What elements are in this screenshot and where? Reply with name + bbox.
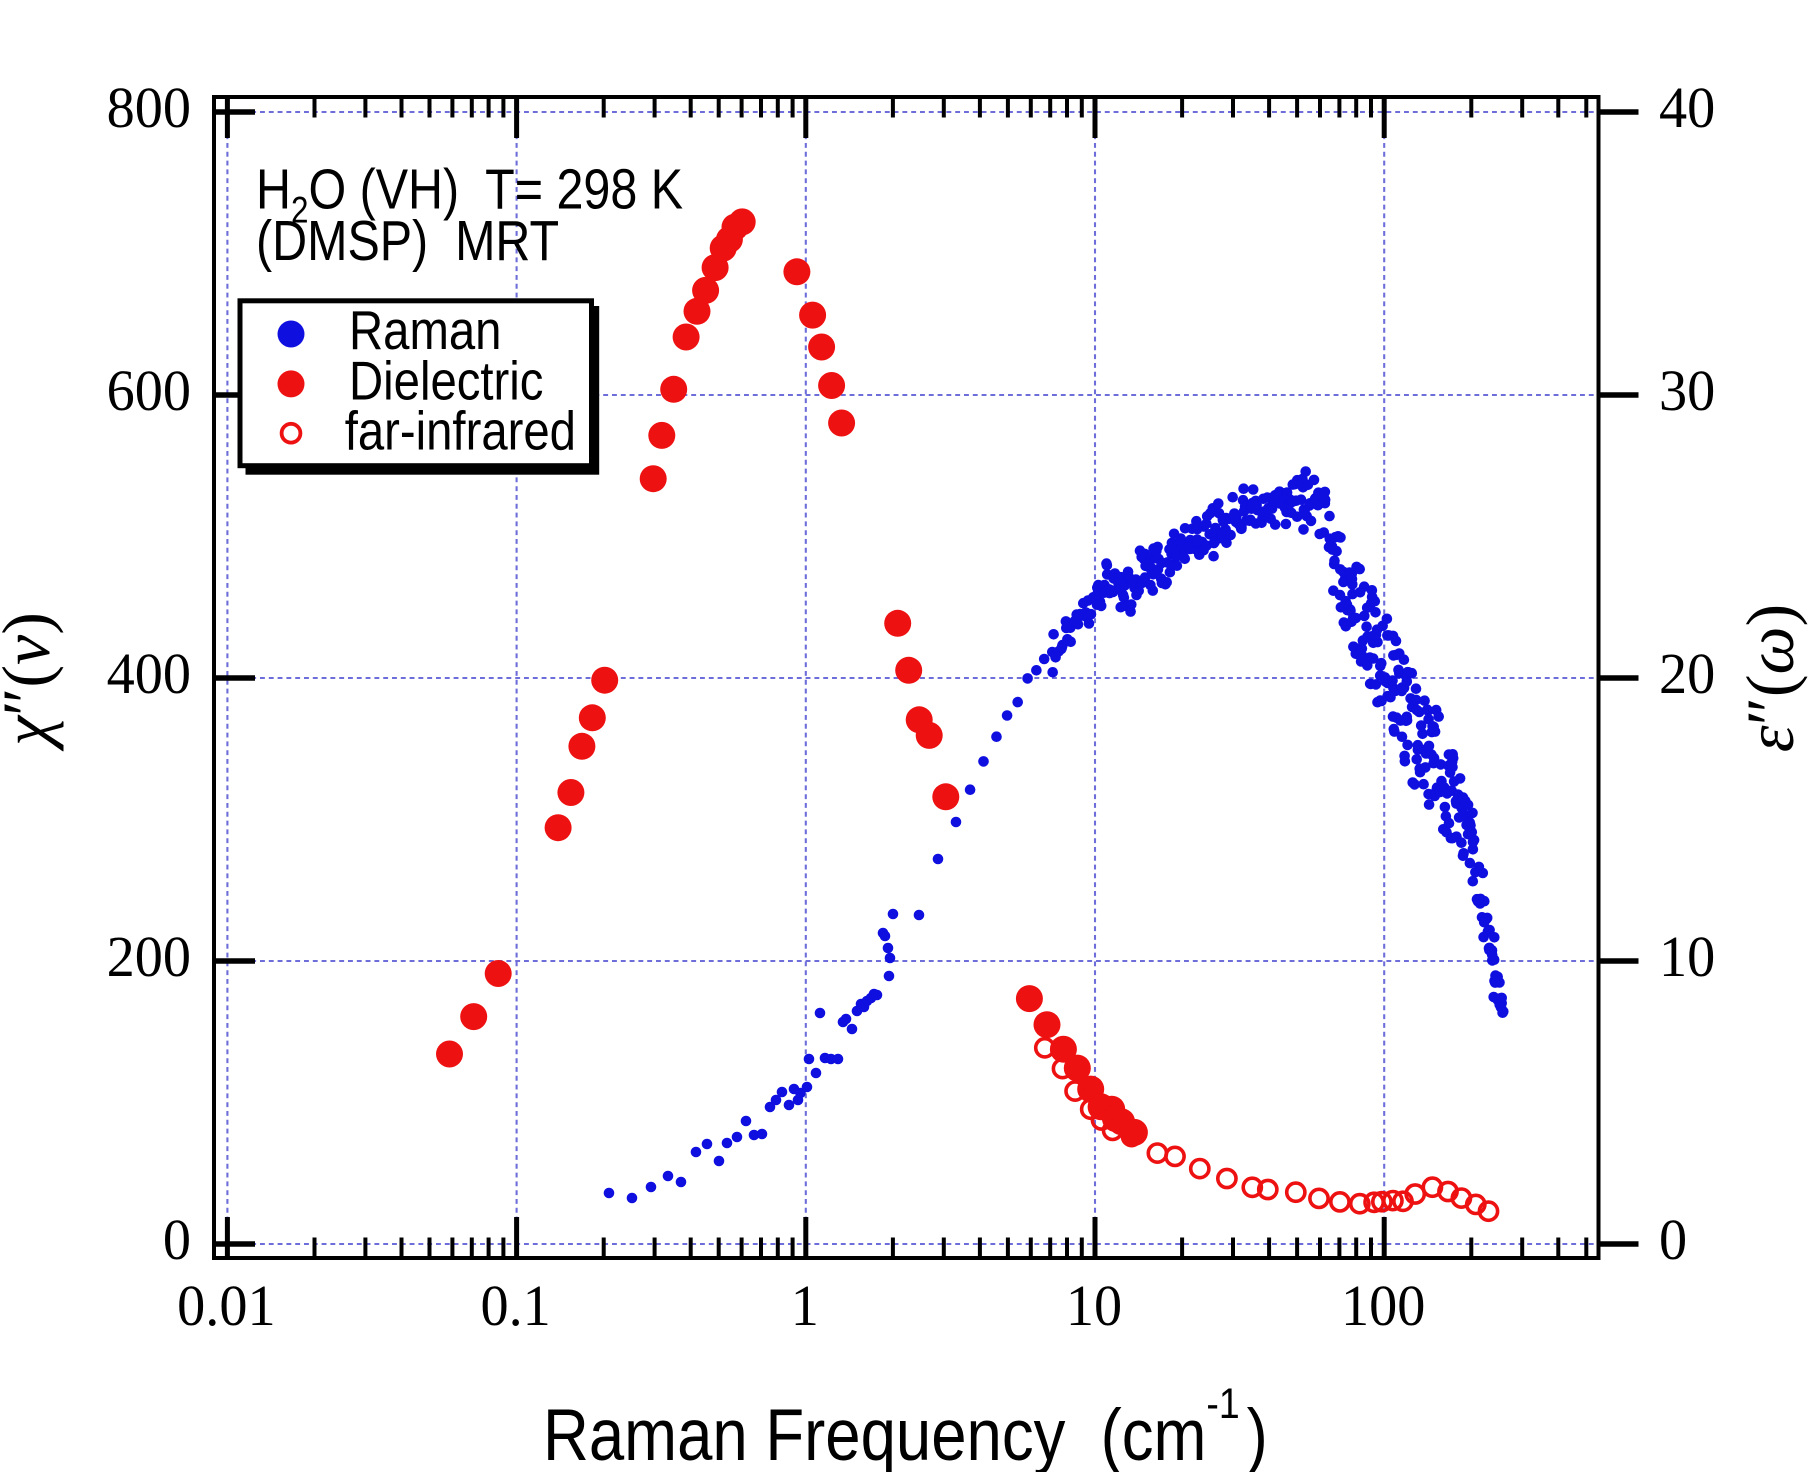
svg-text:0: 0: [1659, 1208, 1687, 1272]
svg-text:40: 40: [1659, 76, 1715, 140]
svg-text:Raman Frequency (cm-1): Raman Frequency (cm-1): [543, 1380, 1268, 1472]
svg-text:χ″(ν): χ″(ν): [0, 612, 64, 752]
svg-text:10: 10: [1066, 1274, 1122, 1338]
svg-text:0: 0: [163, 1208, 191, 1272]
svg-text:1: 1: [791, 1274, 819, 1338]
svg-text:0.1: 0.1: [480, 1274, 550, 1338]
svg-text:200: 200: [107, 925, 191, 989]
svg-text:20: 20: [1659, 642, 1715, 706]
svg-text:600: 600: [107, 359, 191, 423]
svg-text:Raman: Raman: [349, 300, 501, 361]
svg-text:400: 400: [107, 642, 191, 706]
svg-text:far-infrared: far-infrared: [345, 400, 576, 461]
svg-text:H2O (VH) T= 298 K: H2O (VH) T= 298 K: [256, 158, 683, 231]
svg-text:800: 800: [107, 76, 191, 140]
svg-text:30: 30: [1659, 359, 1715, 423]
svg-text:0.01: 0.01: [177, 1274, 275, 1338]
svg-text:Dielectric: Dielectric: [349, 350, 543, 411]
svg-text:ε″(ω): ε″(ω): [1732, 604, 1808, 752]
svg-text:100: 100: [1341, 1274, 1425, 1338]
svg-text:10: 10: [1659, 925, 1715, 989]
svg-text:(DMSP) MRT: (DMSP) MRT: [256, 209, 559, 273]
